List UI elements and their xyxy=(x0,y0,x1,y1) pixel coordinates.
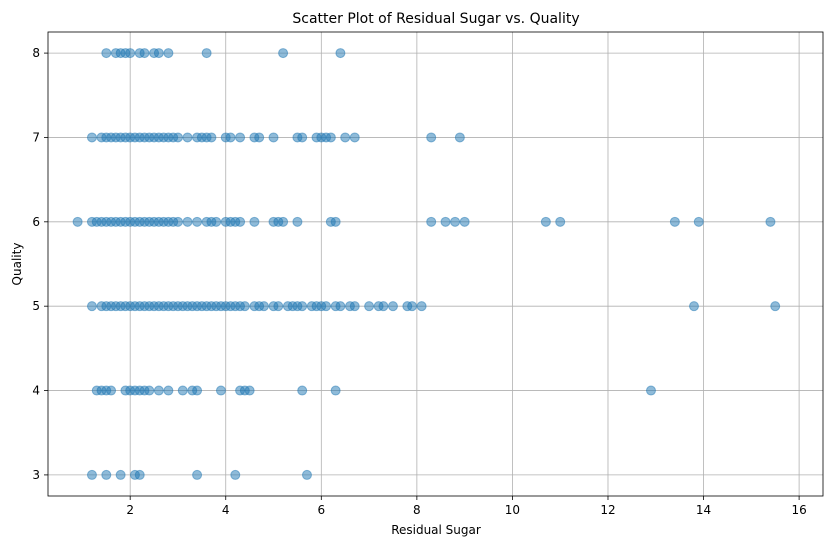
data-point xyxy=(278,216,289,227)
data-point xyxy=(688,301,699,312)
data-point xyxy=(192,385,203,396)
data-point xyxy=(459,216,470,227)
data-point xyxy=(144,385,155,396)
y-tick-label: 4 xyxy=(32,384,40,398)
data-point xyxy=(387,301,398,312)
y-tick-label: 7 xyxy=(32,130,40,144)
data-point xyxy=(693,216,704,227)
data-point xyxy=(297,132,308,143)
data-point xyxy=(440,216,451,227)
x-axis-label: Residual Sugar xyxy=(391,523,481,537)
plot-frame xyxy=(47,31,824,497)
x-tick-label: 10 xyxy=(505,503,520,517)
data-point xyxy=(407,301,418,312)
data-point xyxy=(454,132,465,143)
y-tick-label: 5 xyxy=(32,299,40,313)
data-point xyxy=(268,132,279,143)
data-point xyxy=(340,132,351,143)
data-point xyxy=(297,385,308,396)
data-point xyxy=(72,216,83,227)
data-point xyxy=(230,469,241,480)
data-point xyxy=(450,216,461,227)
data-point xyxy=(335,48,346,59)
data-point xyxy=(182,216,193,227)
data-point xyxy=(254,132,265,143)
data-point xyxy=(645,385,656,396)
data-point xyxy=(211,216,222,227)
data-point xyxy=(125,48,136,59)
y-tick-label: 3 xyxy=(32,468,40,482)
data-point xyxy=(378,301,389,312)
data-point xyxy=(669,216,680,227)
data-point xyxy=(153,385,164,396)
data-point xyxy=(163,48,174,59)
data-point xyxy=(101,469,112,480)
data-point xyxy=(139,48,150,59)
data-point xyxy=(206,132,217,143)
data-point xyxy=(364,301,375,312)
x-tick-label: 12 xyxy=(600,503,615,517)
data-point xyxy=(335,301,346,312)
data-point xyxy=(235,216,246,227)
data-point xyxy=(101,48,112,59)
y-tick-label: 8 xyxy=(32,46,40,60)
y-axis-label: Quality xyxy=(10,243,24,286)
data-point xyxy=(235,132,246,143)
x-tick-label: 6 xyxy=(317,503,325,517)
data-point xyxy=(239,301,250,312)
data-point xyxy=(301,469,312,480)
data-point xyxy=(426,216,437,227)
data-point xyxy=(177,385,188,396)
data-point xyxy=(115,469,126,480)
data-point xyxy=(153,48,164,59)
data-point xyxy=(192,216,203,227)
data-point xyxy=(278,48,289,59)
data-point xyxy=(540,216,551,227)
data-point xyxy=(426,132,437,143)
data-point xyxy=(215,385,226,396)
data-point xyxy=(349,132,360,143)
data-point xyxy=(297,301,308,312)
data-point xyxy=(765,216,776,227)
x-tick-label: 8 xyxy=(413,503,421,517)
data-point xyxy=(325,132,336,143)
data-point xyxy=(225,132,236,143)
x-axis: 2 4 6 8 10 12 14 16 xyxy=(126,496,807,517)
data-point xyxy=(416,301,427,312)
x-tick-label: 16 xyxy=(791,503,806,517)
data-point xyxy=(86,469,97,480)
data-point xyxy=(163,385,174,396)
data-point xyxy=(555,216,566,227)
data-point xyxy=(106,385,117,396)
y-axis: 3 4 5 6 7 8 xyxy=(32,46,48,482)
data-point xyxy=(258,301,269,312)
data-point xyxy=(86,132,97,143)
x-tick-label: 14 xyxy=(696,503,711,517)
data-point xyxy=(273,301,284,312)
data-point xyxy=(249,216,260,227)
data-point xyxy=(770,301,781,312)
data-points xyxy=(72,48,781,480)
data-point xyxy=(292,216,303,227)
data-point xyxy=(182,132,193,143)
data-point xyxy=(349,301,360,312)
data-point xyxy=(201,48,212,59)
data-point xyxy=(330,216,341,227)
data-point xyxy=(244,385,255,396)
data-point xyxy=(86,301,97,312)
data-point xyxy=(321,301,332,312)
x-tick-label: 4 xyxy=(222,503,230,517)
chart-title: Scatter Plot of Residual Sugar vs. Quali… xyxy=(292,11,579,27)
data-point xyxy=(330,385,341,396)
data-point xyxy=(192,469,203,480)
data-point xyxy=(172,132,183,143)
data-point xyxy=(134,469,145,480)
y-tick-label: 6 xyxy=(32,215,40,229)
x-tick-label: 2 xyxy=(126,503,134,517)
data-point xyxy=(172,216,183,227)
